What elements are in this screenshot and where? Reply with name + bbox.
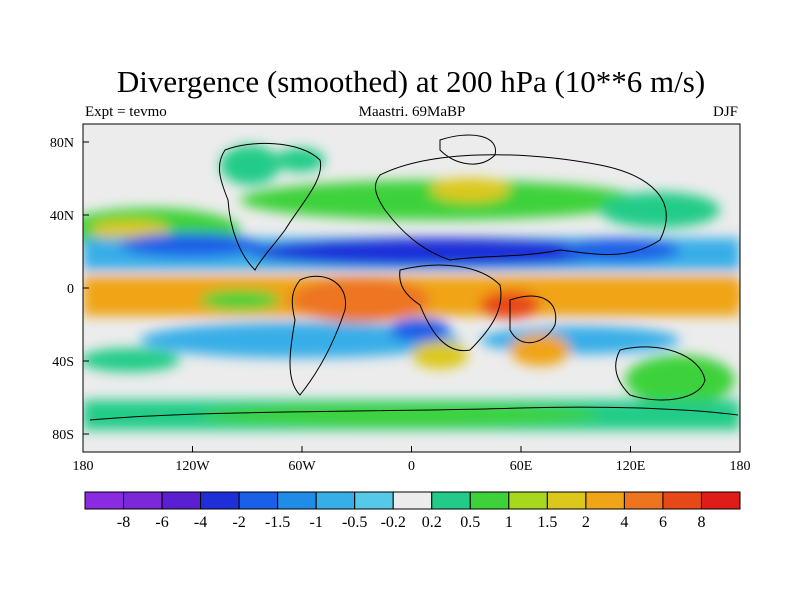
field-region xyxy=(600,192,720,228)
coastline-eurasia xyxy=(374,154,667,261)
field-region xyxy=(290,278,430,322)
colorbar-swatch xyxy=(623,491,664,510)
field-region xyxy=(625,355,735,405)
colorbar-swatch xyxy=(354,491,394,510)
colorbar: -8 -6 -4 -2 -1.5 -1 -0.5 -0.2 0.2 0.5 1 1.5 2 4 6 8 xyxy=(84,491,741,531)
colorbar-label: 1 xyxy=(505,514,513,531)
field-region xyxy=(275,148,325,172)
coastline-greenland xyxy=(439,134,496,165)
x-tick-label: 180 xyxy=(730,459,751,474)
x-tick-label: 60W xyxy=(288,459,316,474)
divergence-field xyxy=(83,124,740,452)
field-region xyxy=(655,277,740,313)
colorbar-label: -1.5 xyxy=(265,514,290,531)
colorbar-swatch xyxy=(469,491,510,510)
y-tick-label: 80N xyxy=(50,136,74,151)
coastline-north-america xyxy=(218,143,322,271)
colorbar-label: -0.2 xyxy=(381,514,406,531)
colorbar-swatch xyxy=(84,491,125,510)
field-region xyxy=(140,322,460,358)
coastline-australia xyxy=(615,346,706,401)
y-tick-label: 80S xyxy=(52,428,74,443)
x-tick-label: 0 xyxy=(408,459,415,474)
colorbar-label: 8 xyxy=(697,514,705,531)
colorbar-label: -4 xyxy=(194,514,207,531)
colorbar-label: -0.5 xyxy=(342,514,367,531)
colorbar-swatch xyxy=(508,491,548,510)
colorbar-label: -2 xyxy=(232,514,245,531)
colorbar-swatch xyxy=(700,491,741,510)
colorbar-swatch xyxy=(238,491,279,510)
colorbar-swatch xyxy=(431,491,471,510)
colorbar-label: 1.5 xyxy=(537,514,557,531)
colorbar-swatch xyxy=(585,491,625,510)
colorbar-swatch xyxy=(277,491,317,510)
field-region xyxy=(240,180,640,220)
colorbar-swatch xyxy=(123,491,163,510)
colorbar-label: 6 xyxy=(659,514,667,531)
y-tick-label: 0 xyxy=(67,282,74,297)
y-tick-label: 40N xyxy=(50,209,74,224)
field-region xyxy=(90,220,170,240)
x-tick-label: 120W xyxy=(175,459,210,474)
colorbar-swatch xyxy=(315,491,356,510)
season-label: DJF xyxy=(713,104,738,120)
colorbar-swatch xyxy=(662,491,702,510)
coastline-south-america xyxy=(289,275,346,396)
colorbar-swatch xyxy=(200,491,240,510)
field-region xyxy=(200,403,600,427)
colorbar-swatch xyxy=(392,491,433,510)
field-region xyxy=(200,290,280,310)
colorbar-label: -8 xyxy=(117,514,130,531)
colorbar-label: 2 xyxy=(582,514,590,531)
field-region xyxy=(220,145,280,185)
colorbar-swatch xyxy=(546,491,587,510)
colorbar-label: 4 xyxy=(620,514,628,531)
colorbar-label: -6 xyxy=(155,514,168,531)
field-region xyxy=(120,233,260,257)
axis-ticks xyxy=(82,141,741,452)
x-tick-label: 60E xyxy=(510,459,533,474)
field-region xyxy=(430,178,510,202)
field-region xyxy=(250,238,630,266)
field-region xyxy=(510,334,570,366)
colorbar-swatch xyxy=(161,491,202,510)
experiment-label: Expt = tevmo xyxy=(85,104,167,120)
period-label: Maastri. 69MaBP xyxy=(359,104,466,120)
colorbar-label: -1 xyxy=(310,514,323,531)
colorbar-label: 0.2 xyxy=(422,514,442,531)
chart-title: Divergence (smoothed) at 200 hPa (10**6 … xyxy=(117,64,705,99)
coastline-antarctica xyxy=(89,406,739,421)
x-tick-label: 120E xyxy=(616,459,646,474)
field-region xyxy=(560,238,680,262)
field-region xyxy=(390,318,450,342)
coastline-india xyxy=(509,295,557,344)
field-region xyxy=(83,348,180,372)
colorbar-label: 0.5 xyxy=(460,514,480,531)
x-tick-label: 180 xyxy=(73,459,94,474)
coastline-africa xyxy=(399,264,502,352)
coastlines xyxy=(89,134,739,421)
y-tick-label: 40S xyxy=(52,355,74,370)
field-region xyxy=(412,341,468,369)
